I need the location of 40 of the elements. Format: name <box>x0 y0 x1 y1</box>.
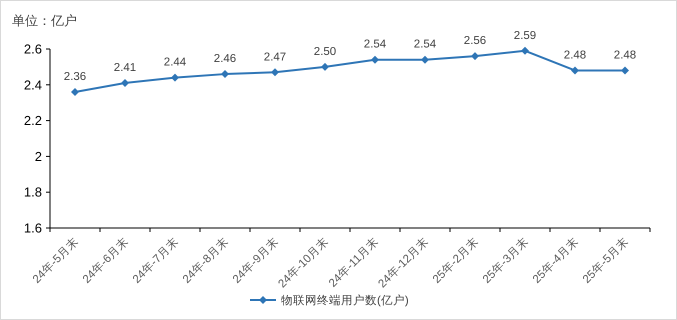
y-tick-label: 1.8 <box>24 184 42 200</box>
point <box>121 79 129 88</box>
y-tick-label: 2.2 <box>24 113 42 128</box>
text: 2.44 <box>164 56 186 69</box>
point <box>421 56 429 64</box>
x-tick-label: 25年-2月末 <box>430 234 482 286</box>
x-tick-label: 24年-5月末 <box>30 234 82 286</box>
point <box>521 46 529 55</box>
text: 2.46 <box>214 53 236 66</box>
y-tick-label: 2 <box>34 148 42 164</box>
text: 2.59 <box>514 30 536 42</box>
x-tick-label: 24年-8月末 <box>180 234 232 286</box>
y-axis-title: 单位：亿户 <box>12 13 77 28</box>
text: 2.48 <box>564 49 586 62</box>
point <box>221 70 229 78</box>
legend-label: 物联网终端用户数(亿户) <box>281 293 409 307</box>
point <box>171 74 179 82</box>
x-tick-label: 24年-7月末 <box>130 234 182 286</box>
text: 2.50 <box>314 46 336 58</box>
point <box>71 88 79 96</box>
text: 2.54 <box>364 38 386 51</box>
x-tick-label: 24年-6月末 <box>80 234 132 286</box>
y-tick-label: 1.6 <box>24 220 42 236</box>
x-tick-label: 25年-4月末 <box>530 234 582 286</box>
x-tick-label: 25年-5月末 <box>580 234 632 286</box>
text: 2.36 <box>64 70 86 83</box>
y-tick-label: 2.4 <box>24 77 42 92</box>
point <box>271 68 279 76</box>
text: 2.48 <box>614 49 636 62</box>
text: 2.54 <box>414 38 436 51</box>
point <box>471 52 479 60</box>
point <box>621 66 629 74</box>
text: 2.47 <box>264 51 286 64</box>
point <box>371 56 379 64</box>
point <box>321 62 329 71</box>
x-tick-label: 25年-3月末 <box>480 234 532 286</box>
y-tick-label: 2.6 <box>24 42 42 56</box>
text: 2.56 <box>464 35 486 48</box>
point <box>571 66 579 74</box>
text: 2.41 <box>114 62 136 74</box>
